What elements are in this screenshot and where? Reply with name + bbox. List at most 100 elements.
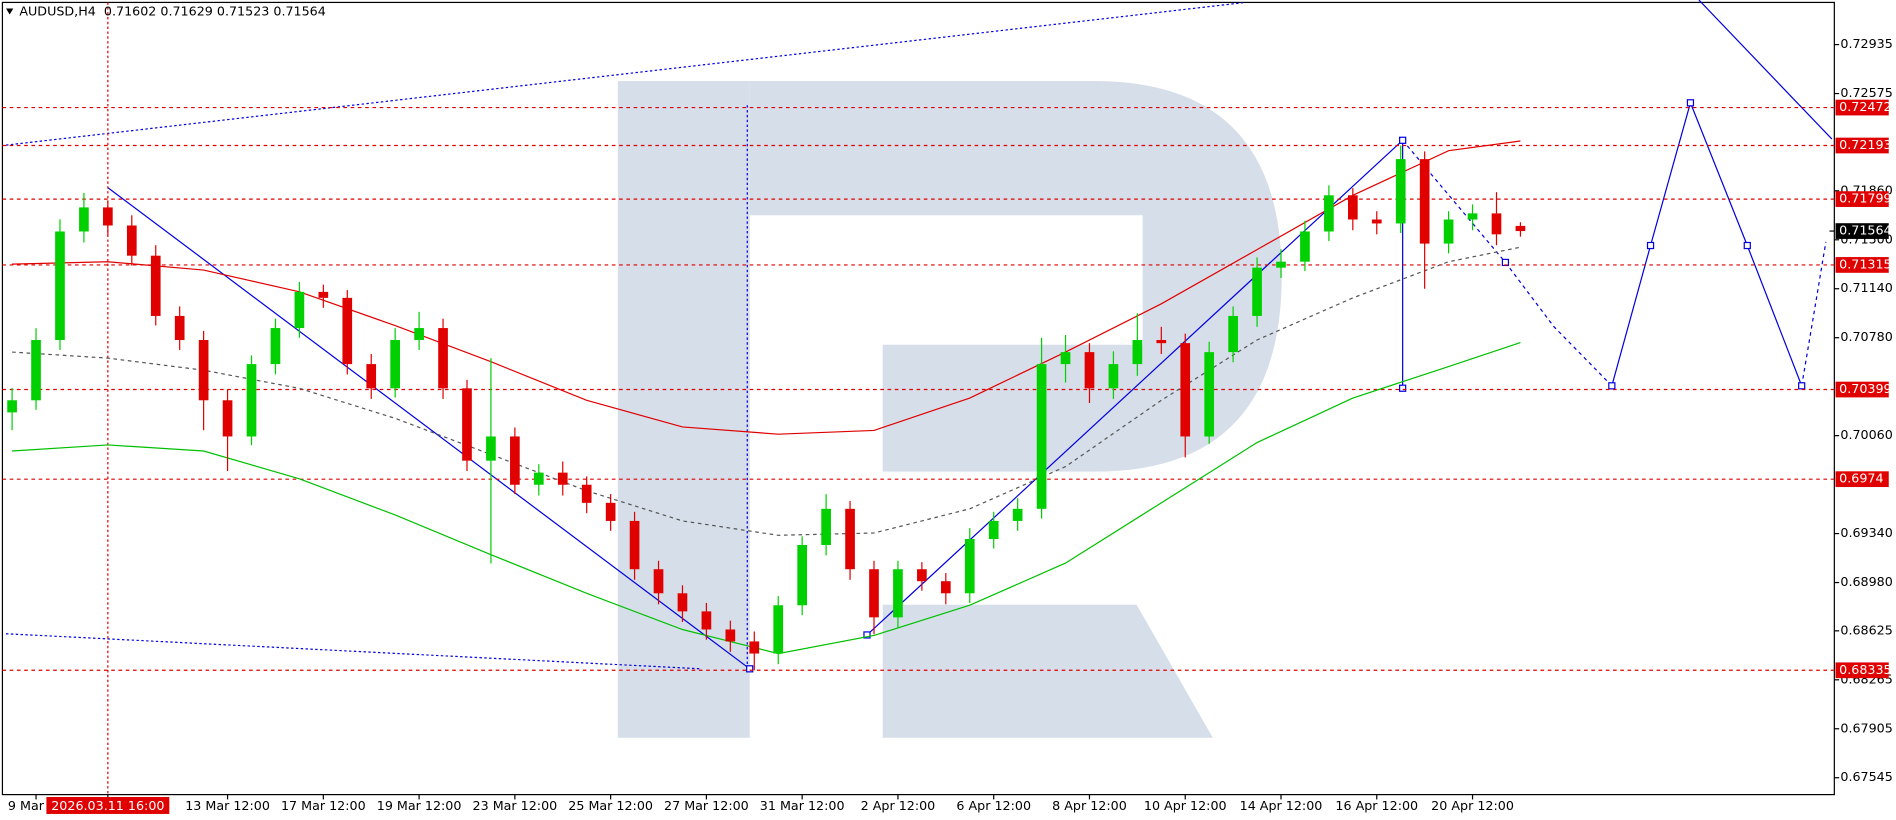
candle-body xyxy=(222,400,233,437)
candle-body xyxy=(1252,267,1262,316)
x-tick-label: 8 Apr 12:00 xyxy=(1052,798,1127,813)
level-label-bg xyxy=(1835,471,1889,488)
candle-body xyxy=(653,569,664,594)
candle-body xyxy=(1467,213,1478,220)
anchor xyxy=(1798,382,1806,390)
candle-body xyxy=(246,364,257,437)
crosshair-label: 2026.03.11 16:00 xyxy=(51,798,164,813)
candle-body xyxy=(1156,340,1167,344)
moving-average xyxy=(12,246,1521,536)
candle-body xyxy=(126,225,137,256)
candle-body xyxy=(917,569,927,582)
x-tick-label: 23 Mar 12:00 xyxy=(473,798,558,813)
candle-body xyxy=(1276,261,1286,268)
y-tick-label: 0.67545 xyxy=(1840,769,1892,784)
candle-body xyxy=(1036,364,1047,509)
x-tick-label: 10 Apr 12:00 xyxy=(1144,798,1227,813)
candle-body xyxy=(1012,508,1023,521)
candle-body xyxy=(701,611,712,630)
candle-body xyxy=(414,328,424,341)
candle-body xyxy=(1180,343,1191,437)
candle-body xyxy=(1300,231,1310,262)
forecast-line xyxy=(1402,139,1613,387)
level-label: 0.6974 xyxy=(1839,471,1883,486)
candle-body xyxy=(605,502,616,521)
candle-body xyxy=(55,231,65,341)
candle-body xyxy=(270,328,281,365)
anchor xyxy=(1686,99,1695,107)
candle-body xyxy=(581,484,592,503)
candle-body xyxy=(725,629,736,642)
moving-average xyxy=(12,140,1521,435)
candle-body xyxy=(1060,352,1071,365)
trend-line xyxy=(866,139,1404,636)
candle-body xyxy=(1515,225,1526,232)
x-tick-label: 14 Apr 12:00 xyxy=(1240,798,1323,813)
anchor xyxy=(1608,382,1616,390)
level-label-bg xyxy=(1835,257,1889,273)
candle-body xyxy=(845,508,855,570)
candle-body xyxy=(1204,352,1215,437)
y-tick-label: 0.69340 xyxy=(1840,525,1892,540)
candle-body xyxy=(557,472,568,485)
anchor xyxy=(1399,136,1407,144)
y-tick-label: 0.72935 xyxy=(1840,36,1892,51)
candle-body xyxy=(198,340,209,401)
candle-body xyxy=(1324,195,1334,232)
candle-body xyxy=(629,520,640,570)
plot-frame xyxy=(1,1,1835,796)
candle-body xyxy=(1108,364,1119,389)
candle-body xyxy=(1371,219,1382,224)
candle-body xyxy=(366,364,377,389)
crosshair-label-bg xyxy=(46,797,170,814)
candle-body xyxy=(1443,219,1454,244)
level-label-bg xyxy=(1835,381,1889,398)
x-tick-label: 17 Mar 12:00 xyxy=(281,798,366,813)
y-tick-label: 0.71140 xyxy=(1840,280,1892,295)
candle-body xyxy=(1491,213,1502,235)
level-label: 0.71799 xyxy=(1839,191,1891,206)
candle-body xyxy=(869,569,879,618)
trend-line xyxy=(107,186,751,670)
candle-body xyxy=(1347,195,1358,220)
candle-body xyxy=(797,545,808,606)
candle-body xyxy=(1395,159,1406,224)
candle-body xyxy=(1228,315,1238,353)
forecast-line xyxy=(1801,241,1827,386)
candle-body xyxy=(940,581,951,594)
level-label: 0.68335 xyxy=(1839,662,1891,677)
level-label-bg xyxy=(1835,662,1889,679)
candle-body xyxy=(533,472,544,485)
x-tick-label: 25 Mar 12:00 xyxy=(568,798,653,813)
candle-body xyxy=(773,605,784,654)
candle-body xyxy=(294,291,305,329)
level-label-bg xyxy=(1835,191,1889,207)
watermark-bar xyxy=(617,81,750,738)
anchor xyxy=(746,665,754,673)
trend-line xyxy=(1698,0,1833,140)
level-label: 0.72472 xyxy=(1839,99,1891,114)
y-tick-label: 0.68980 xyxy=(1840,574,1892,589)
candle-body xyxy=(893,569,903,618)
candle-body xyxy=(749,641,760,654)
candle-body xyxy=(677,593,688,612)
menu-triangle xyxy=(6,8,14,15)
candle-body xyxy=(964,539,975,594)
anchor xyxy=(1743,241,1751,250)
candle-body xyxy=(103,207,113,226)
level-label: 0.72193 xyxy=(1839,137,1891,152)
y-tick-label: 0.70060 xyxy=(1840,427,1892,442)
x-tick-label: 20 Apr 12:00 xyxy=(1431,798,1514,813)
candle-body xyxy=(510,436,520,485)
candle-body xyxy=(31,340,41,401)
level-label-bg xyxy=(1835,137,1889,154)
candle-body xyxy=(486,436,496,461)
current-price-bg xyxy=(1835,223,1889,239)
candle-body xyxy=(150,255,161,316)
y-tick-label: 0.68625 xyxy=(1840,622,1892,637)
anchor xyxy=(863,631,871,639)
x-tick-label: 16 Apr 12:00 xyxy=(1335,798,1418,813)
level-label-bg xyxy=(1835,99,1889,116)
